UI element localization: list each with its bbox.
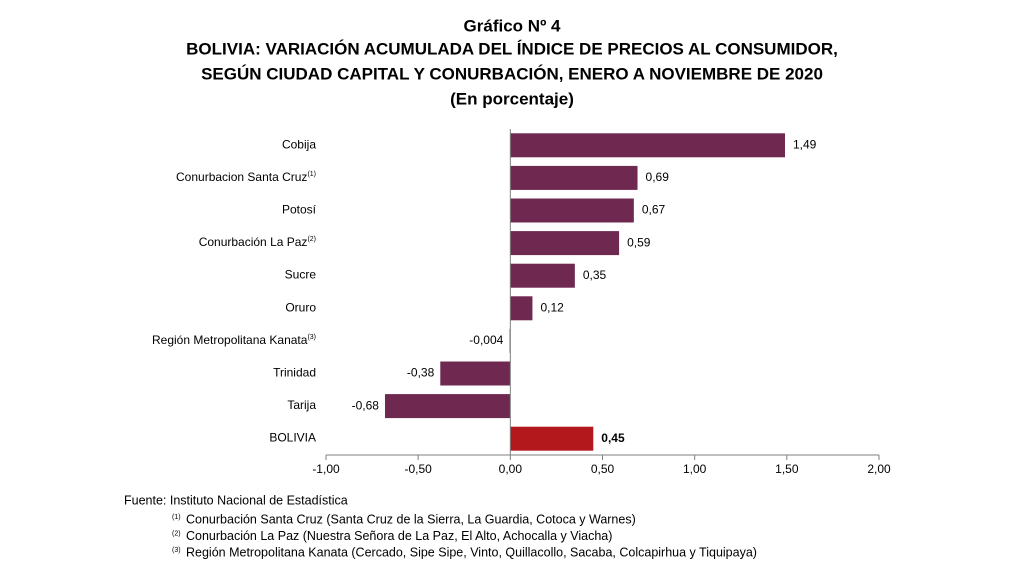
category-name: BOLIVIA	[269, 431, 316, 445]
category-name: Oruro	[285, 300, 316, 314]
source: Fuente: Instituto Nacional de Estadístic…	[124, 493, 348, 507]
chart-subtitle: (En porcentaje)	[450, 89, 574, 108]
note-marker: (3)	[172, 547, 181, 554]
data-label: 0,35	[583, 268, 607, 282]
bar	[510, 263, 575, 288]
y-tick-label: Potosí	[282, 203, 317, 217]
category-name: Región Metropolitana Kanata	[152, 333, 308, 347]
y-tick-label: Oruro	[285, 300, 316, 314]
chart-subtitle: BOLIVIA: VARIACIÓN ACUMULADA DEL ÍNDICE …	[186, 39, 838, 58]
category-name: Trinidad	[273, 366, 316, 380]
x-tick-label: -1,00	[312, 462, 340, 476]
category-name: Sucre	[285, 268, 317, 282]
data-label: 0,12	[540, 300, 564, 314]
x-tick-label: -0,50	[404, 462, 432, 476]
bar	[510, 231, 620, 256]
note-text: Región Metropolitana Kanata (Cercado, Si…	[186, 545, 757, 559]
x-tick-label: 1,00	[683, 462, 707, 476]
category-note: (1)	[307, 171, 316, 178]
x-tick-label: 0,50	[591, 462, 615, 476]
note-marker: (1)	[172, 514, 181, 521]
category-name: Tarija	[287, 398, 316, 412]
data-label: 0,67	[642, 203, 666, 217]
note-text: Conurbación Santa Cruz (Santa Cruz de la…	[186, 512, 636, 526]
x-tick-label: 1,50	[775, 462, 799, 476]
category-note: (2)	[307, 236, 316, 243]
data-label: -0,68	[352, 398, 380, 412]
data-label: 0,45	[601, 431, 625, 445]
y-tick-label: BOLIVIA	[269, 431, 316, 445]
data-label: -0,004	[469, 333, 503, 347]
bar	[510, 426, 594, 451]
data-label: 0,59	[627, 235, 651, 249]
data-label: 1,49	[793, 137, 817, 151]
bar	[510, 133, 785, 158]
chart-title: Gráfico Nº 4	[464, 16, 561, 35]
bar	[510, 296, 533, 321]
category-name: Conurbacion Santa Cruz	[176, 170, 307, 184]
x-tick-label: 0,00	[499, 462, 523, 476]
note-marker: (2)	[172, 530, 181, 537]
bar	[440, 361, 511, 386]
category-name: Cobija	[282, 137, 316, 151]
bar	[384, 394, 511, 419]
y-tick-label: Trinidad	[273, 366, 316, 380]
x-tick-label: 2,00	[867, 462, 891, 476]
bar	[510, 165, 638, 190]
category-name: Conurbación La Paz	[199, 235, 308, 249]
y-tick-label: Cobija	[282, 137, 316, 151]
data-label: -0,38	[407, 366, 435, 380]
y-tick-label: Región Metropolitana Kanata(3)	[152, 333, 316, 347]
y-tick-label: Conurbacion Santa Cruz(1)	[176, 170, 316, 184]
y-tick-label: Tarija	[287, 398, 316, 412]
y-tick-label: Sucre	[285, 268, 317, 282]
y-tick-label: Conurbación La Paz(2)	[199, 235, 316, 249]
category-note: (3)	[307, 334, 316, 341]
category-name: Potosí	[282, 203, 317, 217]
bar	[510, 198, 634, 223]
note-text: Conurbación La Paz (Nuestra Señora de La…	[186, 529, 612, 543]
chart-subtitle: SEGÚN CIUDAD CAPITAL Y CONURBACIÓN, ENER…	[201, 64, 823, 83]
data-label: 0,69	[646, 170, 670, 184]
